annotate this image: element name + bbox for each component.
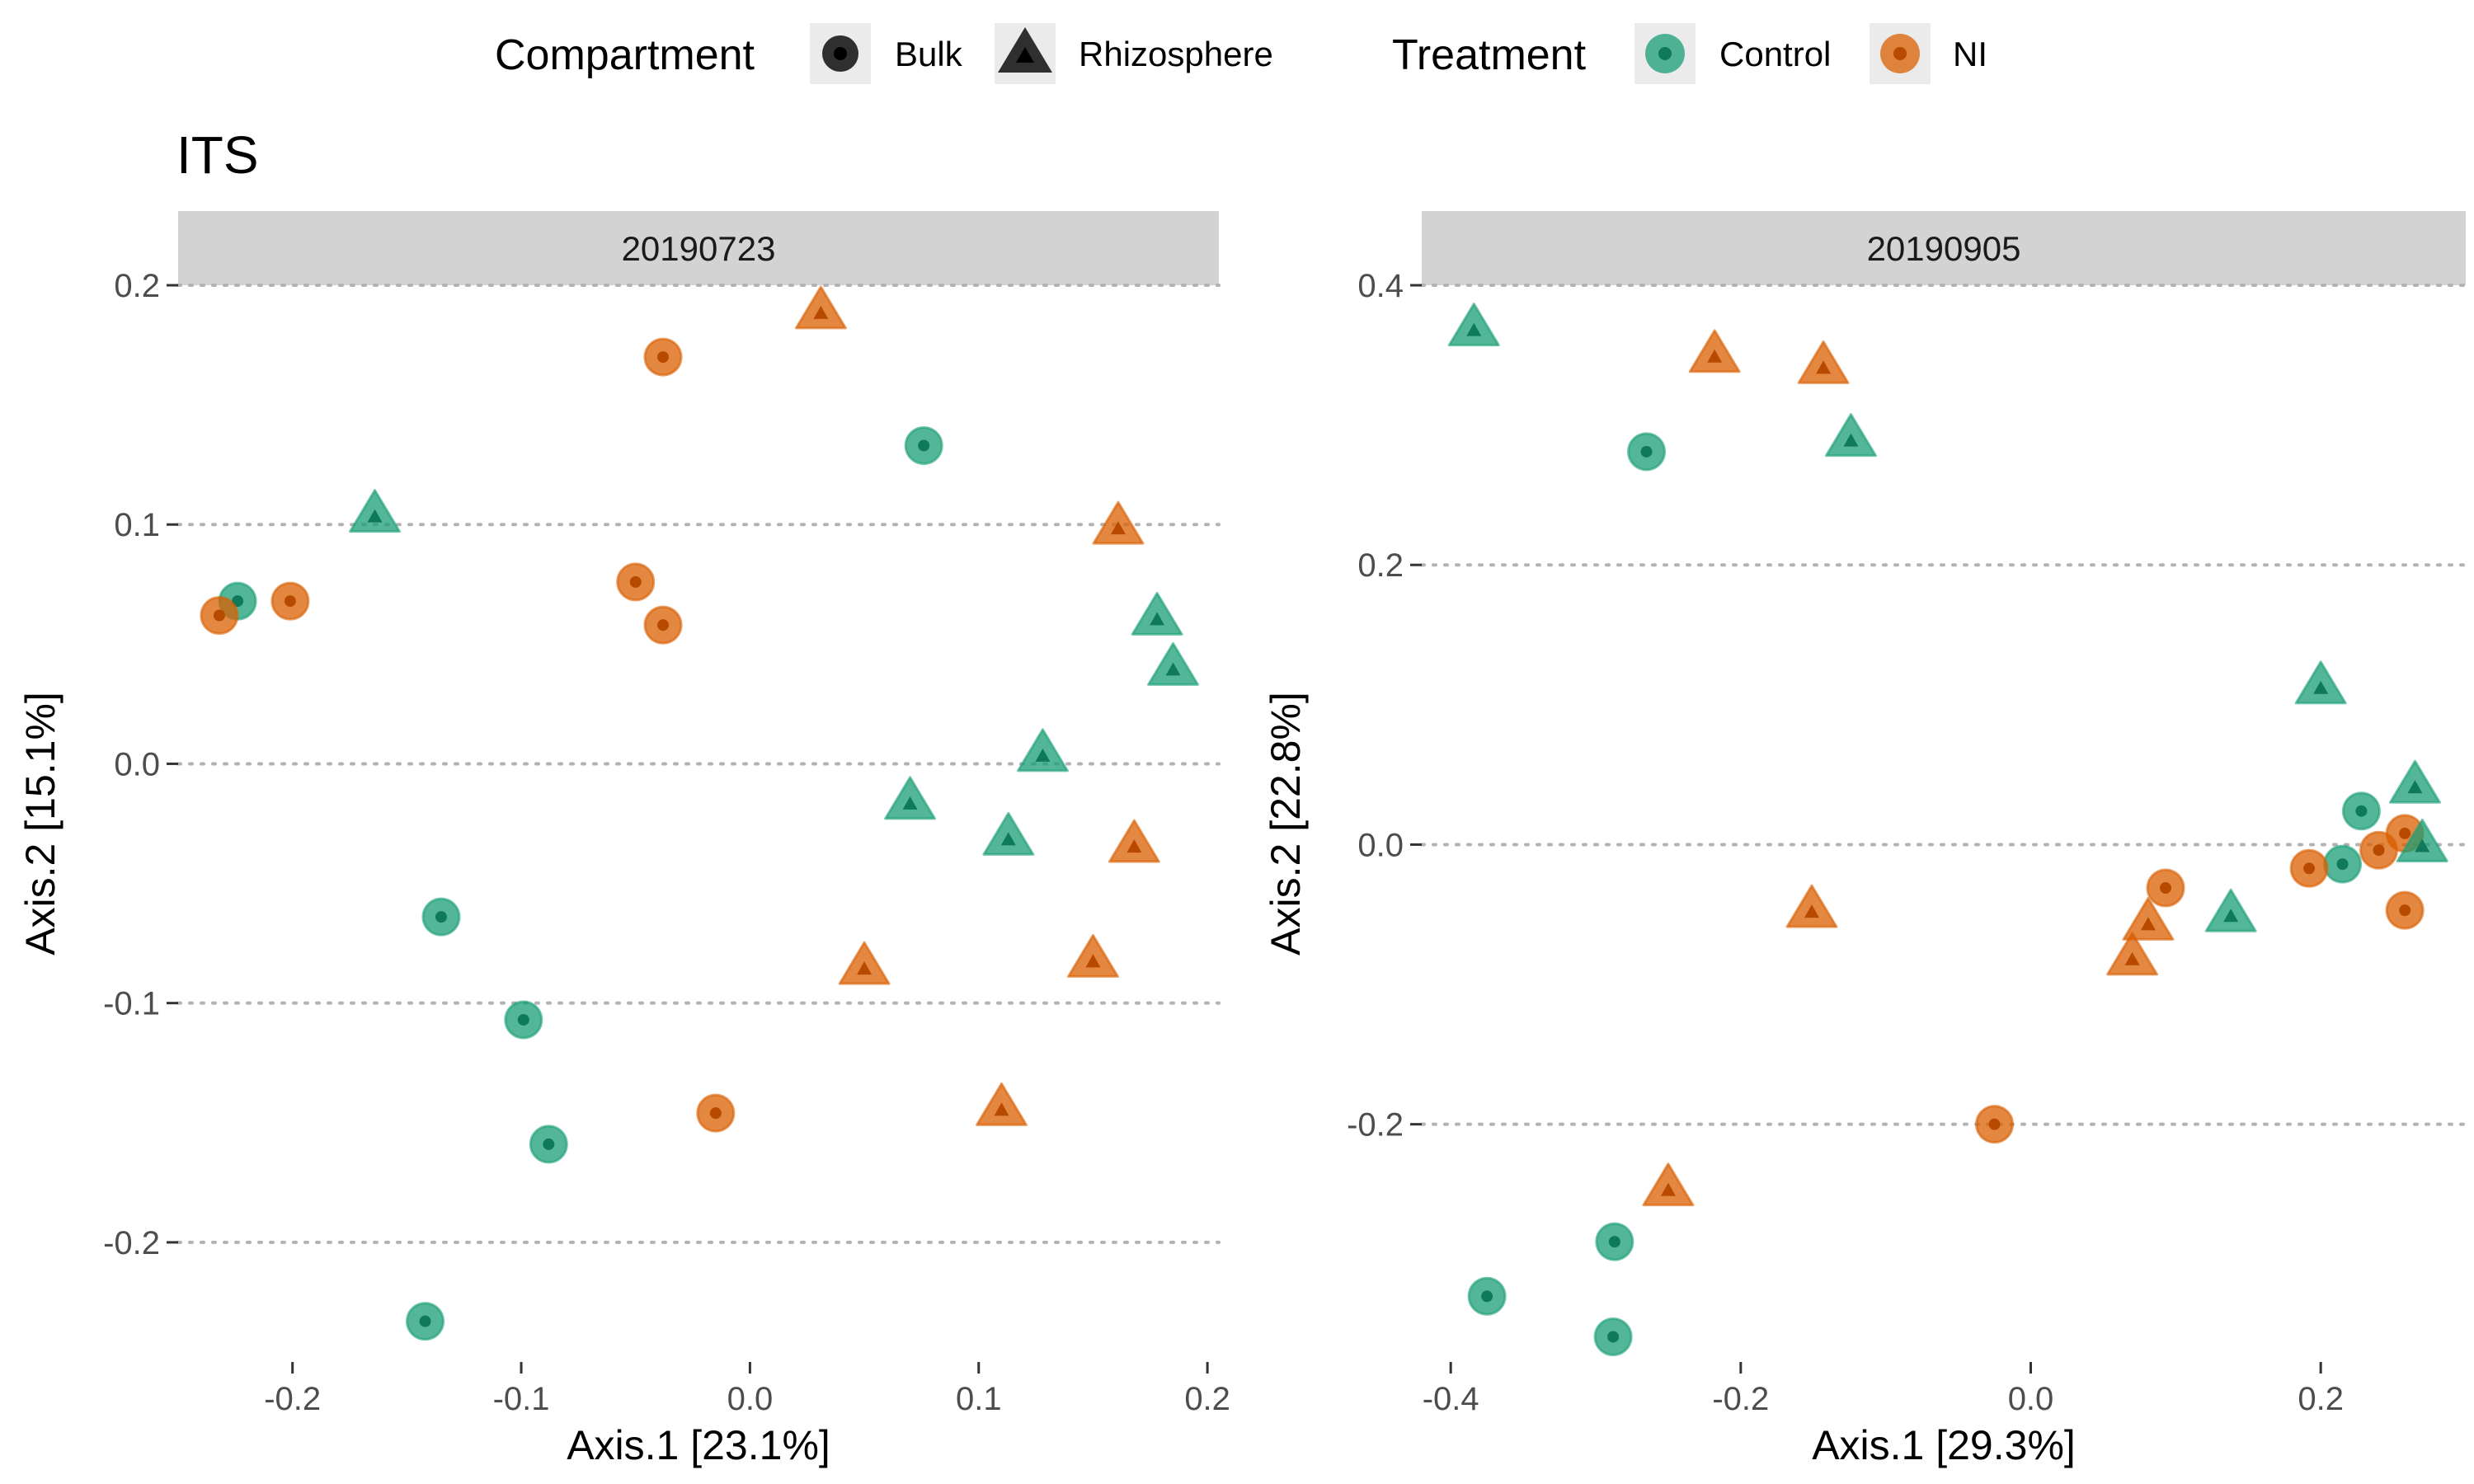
data-point-bulk-control xyxy=(2323,844,2363,884)
y-tick-label: 0.1 xyxy=(114,507,160,543)
y-axis-title: Axis.2 [22.8%] xyxy=(1263,692,1309,956)
data-point-bulk-control xyxy=(1627,432,1667,472)
x-tick-label: 0.1 xyxy=(956,1381,1002,1417)
x-tick-label: -0.2 xyxy=(1712,1381,1769,1417)
y-tick-label: -0.1 xyxy=(103,986,160,1022)
data-point-rhizosphere-ni xyxy=(1092,500,1145,545)
data-point-rhizosphere-control xyxy=(1016,728,1069,773)
data-point-bulk-control xyxy=(504,1000,543,1040)
facet-strip xyxy=(1422,211,2466,285)
data-point-bulk-ni xyxy=(2289,848,2329,888)
data-point-bulk-control xyxy=(1467,1276,1507,1316)
data-point-rhizosphere-ni xyxy=(2106,932,2159,976)
data-point-rhizosphere-control xyxy=(2388,759,2441,804)
data-point-bulk-ni xyxy=(696,1093,736,1133)
y-tick-label: 0.0 xyxy=(114,746,160,782)
data-point-rhizosphere-control xyxy=(1824,413,1877,458)
legend-key-control-dot xyxy=(1658,47,1672,60)
facet-strip xyxy=(178,211,1219,285)
legend-label-ni: NI xyxy=(1953,35,1987,73)
legend-label-rhizosphere: Rhizosphere xyxy=(1079,35,1273,73)
legend-key-rhizosphere-mark xyxy=(1016,47,1034,63)
x-axis-title: Axis.1 [23.1%] xyxy=(567,1422,830,1468)
data-point-bulk-ni xyxy=(2146,868,2185,908)
data-point-rhizosphere-ni xyxy=(838,941,891,985)
data-point-rhizosphere-ni xyxy=(2122,896,2175,941)
data-point-rhizosphere-control xyxy=(1147,641,1200,686)
data-point-rhizosphere-ni xyxy=(1785,884,1838,928)
legend-label-control: Control xyxy=(1719,35,1831,73)
legend-title-treatment: Treatment xyxy=(1392,31,1587,79)
data-point-bulk-control xyxy=(1593,1317,1633,1356)
data-point-rhizosphere-control xyxy=(2396,818,2448,862)
data-point-bulk-ni xyxy=(643,605,683,645)
data-point-bulk-ni xyxy=(2359,830,2398,870)
data-point-rhizosphere-control xyxy=(884,776,937,820)
y-tick-label: 0.2 xyxy=(1357,547,1404,584)
y-tick-label: 0.2 xyxy=(114,268,160,304)
data-point-bulk-control xyxy=(406,1302,445,1341)
legend-key-bulk-dot xyxy=(834,47,847,60)
data-point-bulk-control xyxy=(904,425,943,465)
x-tick-label: 0.2 xyxy=(1184,1381,1230,1417)
x-tick-label: -0.2 xyxy=(264,1381,321,1417)
x-tick-label: 0.0 xyxy=(2008,1381,2054,1417)
x-tick-label: -0.4 xyxy=(1423,1381,1479,1417)
data-point-rhizosphere-control xyxy=(2294,660,2347,705)
data-point-rhizosphere-ni xyxy=(1642,1162,1695,1207)
y-tick-label: -0.2 xyxy=(103,1225,160,1261)
data-point-rhizosphere-ni xyxy=(1688,329,1741,373)
data-point-bulk-ni xyxy=(2385,890,2425,930)
facet-strip-label: 20190723 xyxy=(622,229,776,268)
legend-key-ni-dot xyxy=(1893,47,1907,60)
x-tick-label: -0.1 xyxy=(493,1381,550,1417)
y-tick-label: 0.4 xyxy=(1357,268,1404,304)
legend-label-bulk: Bulk xyxy=(895,35,963,73)
panel-20190905: 20190905 -0.2 0.0 0.2 0.4 -0.4 -0.2 0.0 0.2 Axis.… xyxy=(1263,211,2467,1468)
data-point-rhizosphere-control xyxy=(1131,591,1183,636)
data-point-rhizosphere-ni xyxy=(1066,933,1119,978)
panel-20190723: 20190723 -0.2 -0.1 0.0 0.1 0.2 -0.2 -0.1 0.0 0.1 0… xyxy=(17,211,1230,1468)
y-axis-title: Axis.2 [15.1%] xyxy=(17,692,63,956)
x-tick-label: 0.2 xyxy=(2298,1381,2344,1417)
data-point-rhizosphere-control xyxy=(1447,303,1500,347)
data-point-bulk-control xyxy=(1595,1222,1634,1261)
facet-strip-label: 20190905 xyxy=(1867,229,2021,268)
y-tick-label: -0.2 xyxy=(1347,1107,1404,1144)
legend-title-compartment: Compartment xyxy=(495,31,755,79)
data-point-bulk-ni xyxy=(270,581,310,621)
data-point-bulk-control xyxy=(529,1125,568,1164)
data-point-bulk-ni xyxy=(643,337,683,377)
data-point-rhizosphere-control xyxy=(982,811,1035,856)
data-point-bulk-ni xyxy=(200,596,239,636)
data-point-bulk-ni xyxy=(1975,1105,2015,1144)
data-point-rhizosphere-ni xyxy=(976,1082,1028,1126)
x-axis-title: Axis.1 [29.3%] xyxy=(1812,1422,2076,1468)
plot-title: ITS xyxy=(176,125,259,185)
data-point-rhizosphere-ni xyxy=(794,285,847,330)
y-tick-label: 0.0 xyxy=(1357,827,1404,863)
x-tick-label: 0.0 xyxy=(727,1381,774,1417)
legend: Compartment Bulk Rhizosphere Treatment C… xyxy=(495,23,1987,84)
data-point-bulk-control xyxy=(2341,791,2381,831)
data-point-bulk-ni xyxy=(616,562,656,602)
data-point-rhizosphere-ni xyxy=(1797,340,1850,384)
data-point-rhizosphere-control xyxy=(2204,888,2257,932)
data-point-rhizosphere-control xyxy=(349,489,402,533)
data-point-bulk-control xyxy=(421,897,461,937)
data-point-rhizosphere-ni xyxy=(1108,819,1160,863)
